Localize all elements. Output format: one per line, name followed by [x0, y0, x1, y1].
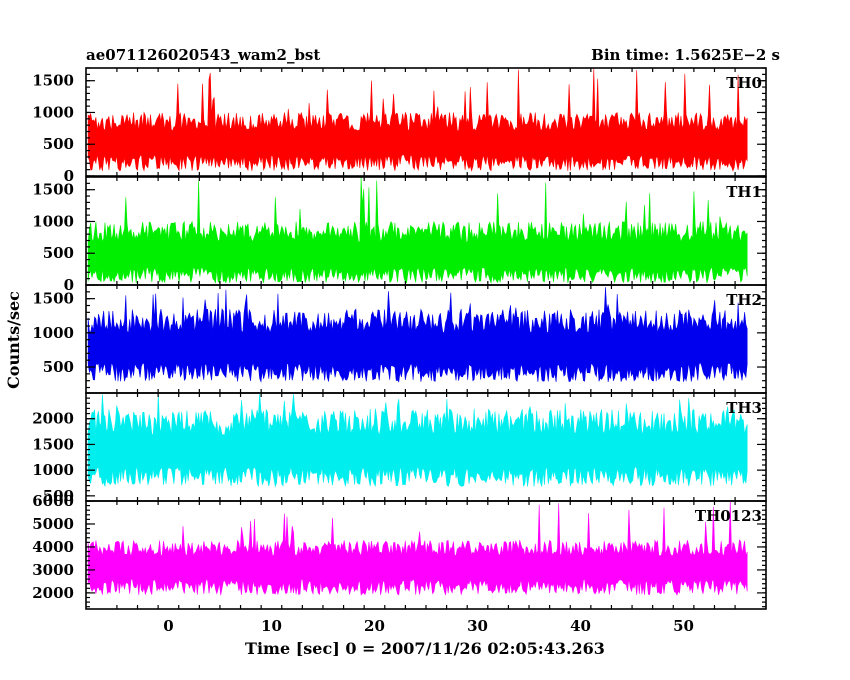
panel-th2: 500 1000 1500 TH2 — [32, 284, 767, 394]
panel-th1: 0 500 1000 1500 TH1 — [32, 176, 767, 294]
y-tick-label: 1500 — [32, 72, 74, 90]
y-tick-label: 500 — [43, 487, 74, 505]
chart-title: ae071126020543_wam2_bst — [86, 46, 320, 64]
y-tick-label: 4000 — [32, 538, 74, 556]
y-axis-label: Counts/sec — [4, 291, 23, 389]
y-tick-label: 5000 — [32, 515, 74, 533]
panels-group: 0 500 1000 1500 TH0 0 500 1000 1500 TH1 500 1000 150… — [32, 67, 767, 610]
series-th0 — [87, 68, 748, 172]
panel-label-th0: TH0 — [726, 74, 762, 92]
y-tick-label: 500 — [43, 244, 74, 262]
x-tick-label: 20 — [364, 617, 385, 635]
y-tick-label: 1500 — [32, 181, 74, 199]
y-tick-label: 1500 — [32, 290, 74, 308]
panel-label-th1: TH1 — [726, 183, 762, 201]
panel-label-th3: TH3 — [726, 399, 762, 417]
y-tick-label: 1500 — [32, 435, 74, 453]
x-tick-label: 0 — [163, 617, 173, 635]
panel-th3: 500 1000 1500 2000 TH3 — [32, 392, 767, 505]
series-th2 — [87, 287, 748, 383]
y-tick-label: 3000 — [32, 561, 74, 579]
bin-time-label: Bin time: 1.5625E−2 s — [591, 46, 780, 64]
panel-th0123: 2000 3000 4000 5000 6000 TH0123 — [32, 492, 767, 610]
series-th3 — [87, 393, 748, 488]
x-tick-label: 40 — [570, 617, 591, 635]
y-tick-label: 2000 — [32, 584, 74, 602]
x-tick-label: 50 — [673, 617, 694, 635]
x-tick-label: 10 — [261, 617, 282, 635]
x-axis: 0 10 20 30 40 50 — [163, 617, 694, 635]
panel-label-th0123: TH0123 — [695, 507, 762, 525]
y-tick-label: 2000 — [32, 410, 74, 428]
series-th0123 — [87, 501, 748, 596]
y-tick-label: 1000 — [32, 324, 74, 342]
y-tick-label: 1000 — [32, 461, 74, 479]
y-tick-label: 500 — [43, 135, 74, 153]
series-th1 — [87, 177, 748, 285]
y-tick-label: 0 — [64, 276, 74, 294]
y-tick-label: 0 — [64, 167, 74, 185]
y-tick-label: 1000 — [32, 212, 74, 230]
x-tick-label: 30 — [467, 617, 488, 635]
y-tick-label: 1000 — [32, 103, 74, 121]
y-tick-label: 500 — [43, 358, 74, 376]
x-axis-label: Time [sec] 0 = 2007/11/26 02:05:43.263 — [245, 639, 605, 658]
y-tick-label: 6000 — [32, 492, 74, 510]
panel-th0: 0 500 1000 1500 TH0 — [32, 67, 767, 185]
panel-label-th2: TH2 — [726, 291, 762, 309]
